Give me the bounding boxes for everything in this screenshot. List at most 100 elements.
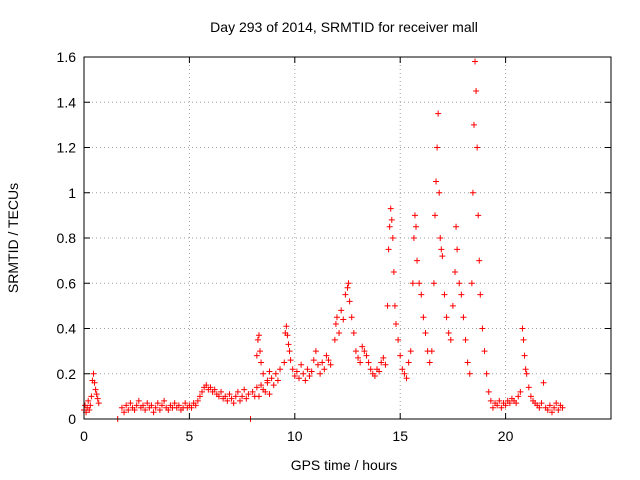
data-point bbox=[498, 404, 505, 411]
data-point bbox=[234, 388, 241, 395]
data-point bbox=[266, 391, 273, 398]
data-point bbox=[430, 280, 437, 287]
data-point bbox=[255, 393, 262, 400]
data-point bbox=[494, 402, 501, 409]
data-point bbox=[401, 370, 408, 377]
data-point bbox=[133, 402, 140, 409]
data-point bbox=[125, 406, 132, 413]
data-point bbox=[188, 404, 195, 411]
data-point bbox=[420, 314, 427, 321]
data-point bbox=[407, 348, 414, 355]
data-point bbox=[384, 302, 391, 309]
data-point bbox=[194, 397, 201, 404]
y-tick-label: 0.8 bbox=[57, 230, 77, 246]
data-point bbox=[438, 246, 445, 253]
data-point bbox=[433, 178, 440, 185]
data-point bbox=[548, 409, 555, 416]
data-point bbox=[435, 110, 442, 117]
data-point bbox=[555, 406, 562, 413]
data-point bbox=[458, 291, 465, 298]
data-point bbox=[165, 406, 172, 413]
data-point bbox=[338, 307, 345, 314]
data-point bbox=[515, 393, 522, 400]
data-point bbox=[304, 366, 311, 373]
grid-lines bbox=[84, 57, 611, 419]
data-point bbox=[413, 223, 420, 230]
data-point bbox=[411, 212, 418, 219]
y-tick-label: 0 bbox=[68, 411, 76, 427]
data-point bbox=[521, 352, 528, 359]
data-point bbox=[483, 370, 490, 377]
data-point bbox=[522, 366, 529, 373]
data-point bbox=[224, 397, 231, 404]
data-point bbox=[192, 402, 199, 409]
y-tick-label: 0.2 bbox=[57, 366, 77, 382]
data-point bbox=[314, 361, 321, 368]
data-point bbox=[391, 302, 398, 309]
data-point bbox=[312, 348, 319, 355]
data-point bbox=[258, 359, 265, 366]
data-point bbox=[260, 370, 267, 377]
data-point bbox=[230, 400, 237, 407]
x-tick-labels: 0 5 10 15 20 bbox=[80, 428, 513, 444]
data-point bbox=[270, 382, 277, 389]
data-point bbox=[506, 400, 513, 407]
data-point bbox=[236, 397, 243, 404]
y-tick-label: 0.6 bbox=[57, 275, 77, 291]
data-point bbox=[319, 359, 326, 366]
data-point bbox=[447, 336, 454, 343]
data-point bbox=[331, 336, 338, 343]
data-point bbox=[361, 348, 368, 355]
data-point bbox=[340, 316, 347, 323]
data-point bbox=[255, 332, 262, 339]
data-point bbox=[127, 400, 134, 407]
data-point bbox=[222, 393, 229, 400]
data-point bbox=[428, 348, 435, 355]
data-point bbox=[144, 400, 151, 407]
x-axis-label: GPS time / hours bbox=[291, 457, 398, 473]
data-point bbox=[523, 370, 530, 377]
data-point bbox=[469, 189, 476, 196]
data-point bbox=[464, 359, 471, 366]
data-point bbox=[245, 391, 252, 398]
data-point bbox=[310, 357, 317, 364]
data-point bbox=[546, 402, 553, 409]
data-point bbox=[489, 404, 496, 411]
data-point bbox=[365, 359, 372, 366]
data-point bbox=[121, 409, 128, 416]
data-point bbox=[553, 400, 560, 407]
data-point bbox=[286, 348, 293, 355]
data-point bbox=[352, 348, 359, 355]
data-point bbox=[344, 284, 351, 291]
data-point bbox=[140, 402, 147, 409]
data-point bbox=[87, 402, 94, 409]
data-point bbox=[342, 291, 349, 298]
data-point bbox=[386, 223, 393, 230]
data-point bbox=[175, 402, 182, 409]
data-point bbox=[474, 144, 481, 151]
data-point bbox=[281, 359, 288, 366]
data-point bbox=[496, 397, 503, 404]
data-point bbox=[272, 370, 279, 377]
data-point bbox=[306, 373, 313, 380]
data-point bbox=[520, 336, 527, 343]
data-point bbox=[336, 330, 343, 337]
data-point bbox=[468, 280, 475, 287]
data-point bbox=[357, 359, 364, 366]
data-point bbox=[287, 357, 294, 364]
y-tick-label: 1.4 bbox=[57, 94, 77, 110]
data-point bbox=[460, 314, 467, 321]
data-point bbox=[262, 388, 269, 395]
data-point bbox=[348, 314, 355, 321]
plot-frame bbox=[83, 56, 612, 420]
data-point bbox=[218, 388, 225, 395]
data-point bbox=[345, 280, 352, 287]
data-point bbox=[481, 348, 488, 355]
data-point bbox=[559, 404, 566, 411]
data-point bbox=[154, 400, 161, 407]
data-point bbox=[487, 397, 494, 404]
data-point bbox=[414, 257, 421, 264]
data-point bbox=[519, 325, 526, 332]
data-point bbox=[470, 121, 477, 128]
